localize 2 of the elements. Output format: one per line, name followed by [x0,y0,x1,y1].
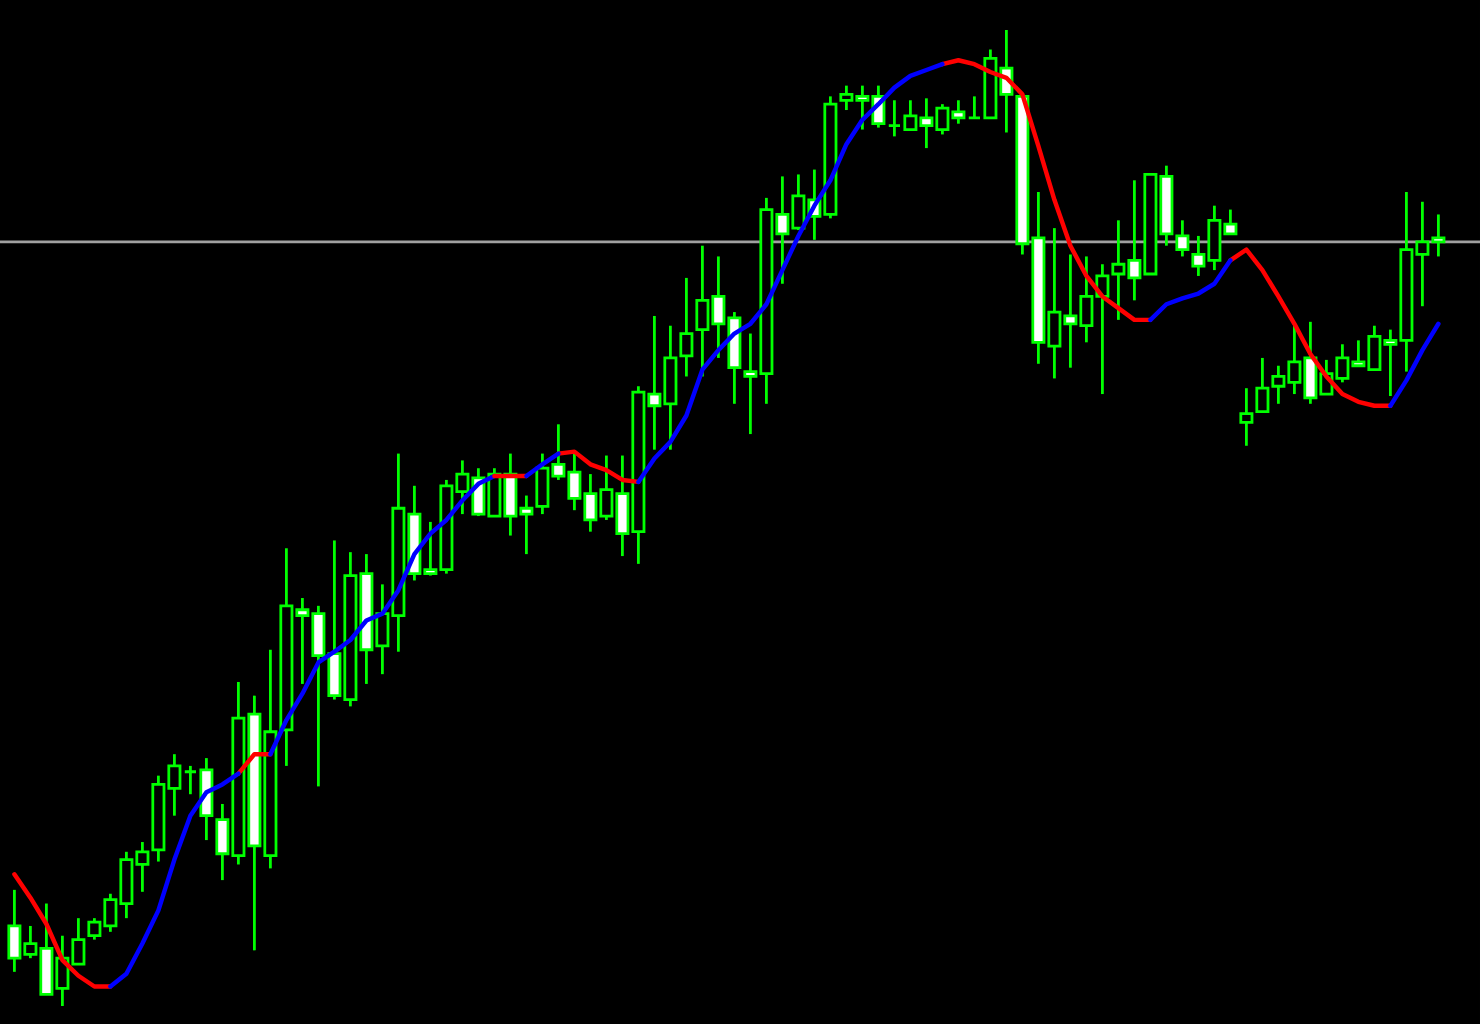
candlestick [1175,218,1190,258]
candlestick [679,276,694,378]
